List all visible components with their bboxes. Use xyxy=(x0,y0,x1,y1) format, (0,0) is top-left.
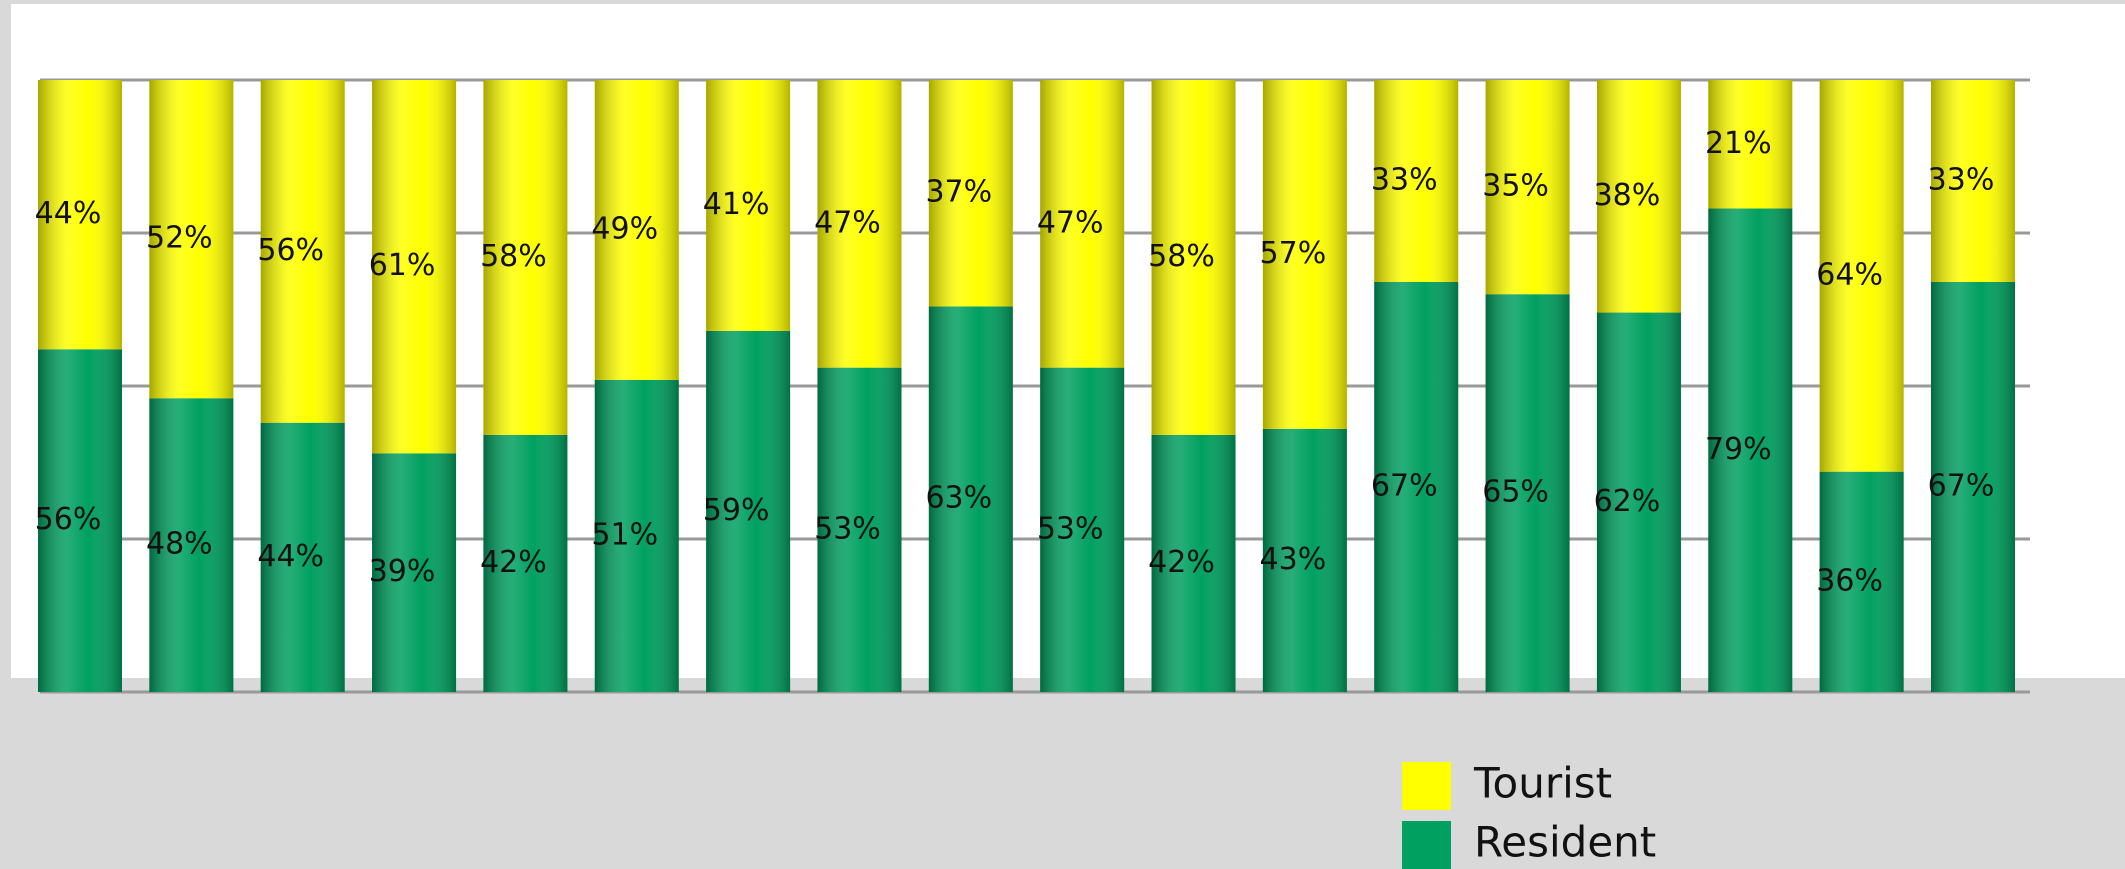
bar-shade xyxy=(1374,281,1459,692)
data-label: 64% xyxy=(1816,257,1883,292)
data-label: 47% xyxy=(1037,205,1104,240)
data-label: 59% xyxy=(703,493,770,528)
bar-shade xyxy=(1374,80,1459,282)
data-label: 62% xyxy=(1594,484,1661,519)
bar-shade xyxy=(149,398,234,692)
data-label: 79% xyxy=(1705,432,1772,467)
data-label: 58% xyxy=(480,239,547,274)
bar-shade xyxy=(1040,367,1125,692)
bar-shade xyxy=(1151,434,1236,692)
legend-label: Resident xyxy=(1474,818,1656,867)
bar-shade xyxy=(706,80,791,331)
bar-shade xyxy=(1262,80,1347,429)
bar-shade xyxy=(1040,80,1125,368)
data-label: 56% xyxy=(257,233,324,268)
bar-shade xyxy=(1819,80,1904,472)
bar-shade xyxy=(1485,80,1570,295)
bar-shade xyxy=(38,349,122,692)
bar-shade xyxy=(1485,294,1570,692)
bar-shade xyxy=(372,453,457,692)
bar-shade xyxy=(1596,80,1681,313)
data-label: 47% xyxy=(814,205,881,240)
bar-shade xyxy=(260,80,345,423)
data-label: 57% xyxy=(1260,236,1327,271)
legend-swatch xyxy=(1402,821,1451,869)
bar-shade xyxy=(483,434,568,692)
bar-shade xyxy=(260,422,345,692)
data-label: 43% xyxy=(1260,542,1327,577)
data-label: 56% xyxy=(35,502,102,537)
data-label: 44% xyxy=(257,539,324,574)
data-label: 38% xyxy=(1594,178,1661,213)
data-label: 37% xyxy=(925,175,992,210)
data-label: 33% xyxy=(1928,162,1995,197)
bar-shade xyxy=(1931,281,2015,692)
legend-swatch xyxy=(1402,762,1451,810)
data-label: 44% xyxy=(35,196,102,231)
bar-shade xyxy=(149,80,234,399)
bar-shade xyxy=(1708,80,1793,209)
data-label: 35% xyxy=(1482,169,1549,204)
bar-shade xyxy=(372,80,457,454)
data-label: 53% xyxy=(1037,511,1104,546)
bar-shade xyxy=(1151,80,1236,435)
data-label: 61% xyxy=(369,248,436,283)
bar-shade xyxy=(1931,80,2015,282)
bar-shade xyxy=(594,80,679,380)
data-label: 67% xyxy=(1371,468,1438,503)
bar-shade xyxy=(817,367,902,692)
data-label: 42% xyxy=(480,545,547,580)
bar-shade xyxy=(38,80,122,350)
data-label: 63% xyxy=(925,481,992,516)
data-label: 51% xyxy=(591,517,658,552)
bar-shade xyxy=(483,80,568,435)
bar-shade xyxy=(706,330,791,692)
data-label: 21% xyxy=(1705,126,1772,161)
bar-shade xyxy=(1708,208,1793,692)
data-label: 39% xyxy=(369,554,436,589)
legend-label: Tourist xyxy=(1473,759,1612,808)
bar-shade xyxy=(1819,471,1904,692)
bar-shade xyxy=(817,80,902,368)
data-label: 41% xyxy=(703,187,770,222)
bar-shade xyxy=(1596,312,1681,692)
data-label: 36% xyxy=(1816,563,1883,598)
data-label: 49% xyxy=(591,211,658,246)
data-label: 33% xyxy=(1371,162,1438,197)
bar-shade xyxy=(1262,428,1347,692)
data-label: 67% xyxy=(1928,468,1995,503)
data-label: 52% xyxy=(146,221,213,256)
data-label: 65% xyxy=(1482,475,1549,510)
bar-shade xyxy=(928,306,1013,692)
data-label: 58% xyxy=(1148,239,1215,274)
data-label: 42% xyxy=(1148,545,1215,580)
data-label: 53% xyxy=(814,511,881,546)
bar-shade xyxy=(594,379,679,692)
data-label: 48% xyxy=(146,527,213,562)
bar-shade xyxy=(928,80,1013,307)
